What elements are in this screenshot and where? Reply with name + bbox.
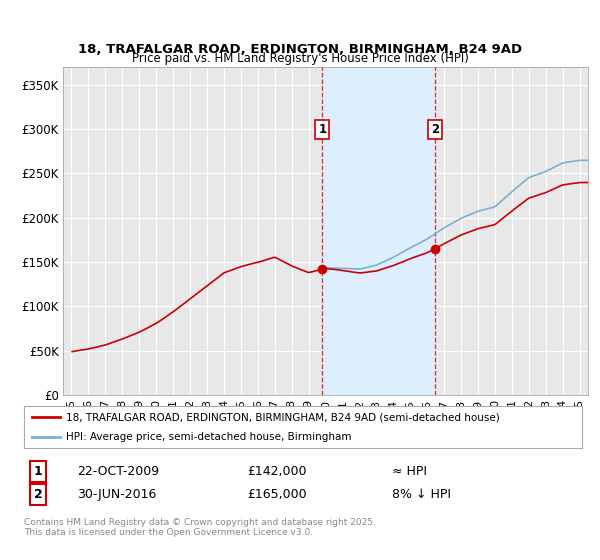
Text: 1: 1 [34, 465, 43, 478]
Text: HPI: Average price, semi-detached house, Birmingham: HPI: Average price, semi-detached house,… [66, 432, 352, 442]
Text: 1: 1 [318, 123, 326, 136]
Text: Price paid vs. HM Land Registry's House Price Index (HPI): Price paid vs. HM Land Registry's House … [131, 52, 469, 65]
Text: £142,000: £142,000 [247, 465, 307, 478]
Text: 30-JUN-2016: 30-JUN-2016 [77, 488, 157, 501]
Text: £165,000: £165,000 [247, 488, 307, 501]
Text: 2: 2 [431, 123, 439, 136]
Bar [322, 67, 436, 395]
Text: Contains HM Land Registry data © Crown copyright and database right 2025.
This d: Contains HM Land Registry data © Crown c… [24, 518, 376, 538]
Text: ≈ HPI: ≈ HPI [392, 465, 427, 478]
Text: 8% ↓ HPI: 8% ↓ HPI [392, 488, 451, 501]
Text: 18, TRAFALGAR ROAD, ERDINGTON, BIRMINGHAM, B24 9AD: 18, TRAFALGAR ROAD, ERDINGTON, BIRMINGHA… [78, 43, 522, 56]
Text: 22-OCT-2009: 22-OCT-2009 [77, 465, 159, 478]
Text: 2: 2 [34, 488, 43, 501]
Text: 18, TRAFALGAR ROAD, ERDINGTON, BIRMINGHAM, B24 9AD (semi-detached house): 18, TRAFALGAR ROAD, ERDINGTON, BIRMINGHA… [66, 412, 500, 422]
